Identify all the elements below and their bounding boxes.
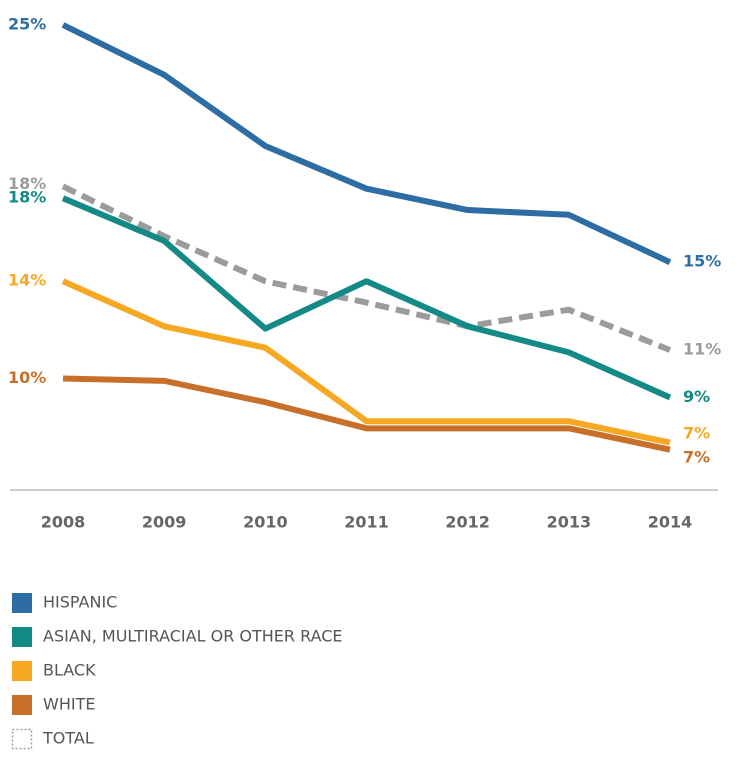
legend-swatch: [12, 695, 32, 715]
line: [63, 198, 670, 397]
value-label: 7%: [683, 448, 710, 467]
x-tick-label: 2013: [547, 513, 592, 532]
legend-swatch: [12, 627, 32, 647]
legend-label: TOTAL: [42, 729, 94, 748]
value-label: 14%: [8, 271, 46, 290]
legend-label: WHITE: [43, 695, 95, 714]
value-label: 18%: [8, 188, 46, 207]
legend-swatch: [13, 730, 32, 749]
line: [63, 25, 670, 262]
legend-label: ASIAN, MULTIRACIAL OR OTHER RACE: [43, 627, 343, 646]
chart: 200820092010201120122013201418%10%14%18%…: [0, 0, 738, 754]
legend-swatch: [12, 593, 32, 613]
x-tick-label: 2012: [445, 513, 490, 532]
value-label: 15%: [683, 252, 721, 271]
legend-label: HISPANIC: [43, 593, 117, 612]
x-tick-label: 2014: [648, 513, 693, 532]
legend-label: BLACK: [43, 661, 96, 680]
value-label: 7%: [683, 424, 710, 443]
value-label: 25%: [8, 14, 46, 33]
x-tick-label: 2009: [142, 513, 187, 532]
page: 200820092010201120122013201418%10%14%18%…: [0, 0, 738, 758]
line: [63, 186, 670, 350]
x-tick-label: 2008: [41, 513, 86, 532]
value-label: 11%: [683, 340, 721, 359]
line: [63, 378, 670, 449]
legend-swatch: [12, 661, 32, 681]
value-label: 10%: [8, 368, 46, 387]
x-tick-label: 2010: [243, 513, 288, 532]
value-label: 9%: [683, 387, 710, 406]
x-tick-label: 2011: [344, 513, 389, 532]
